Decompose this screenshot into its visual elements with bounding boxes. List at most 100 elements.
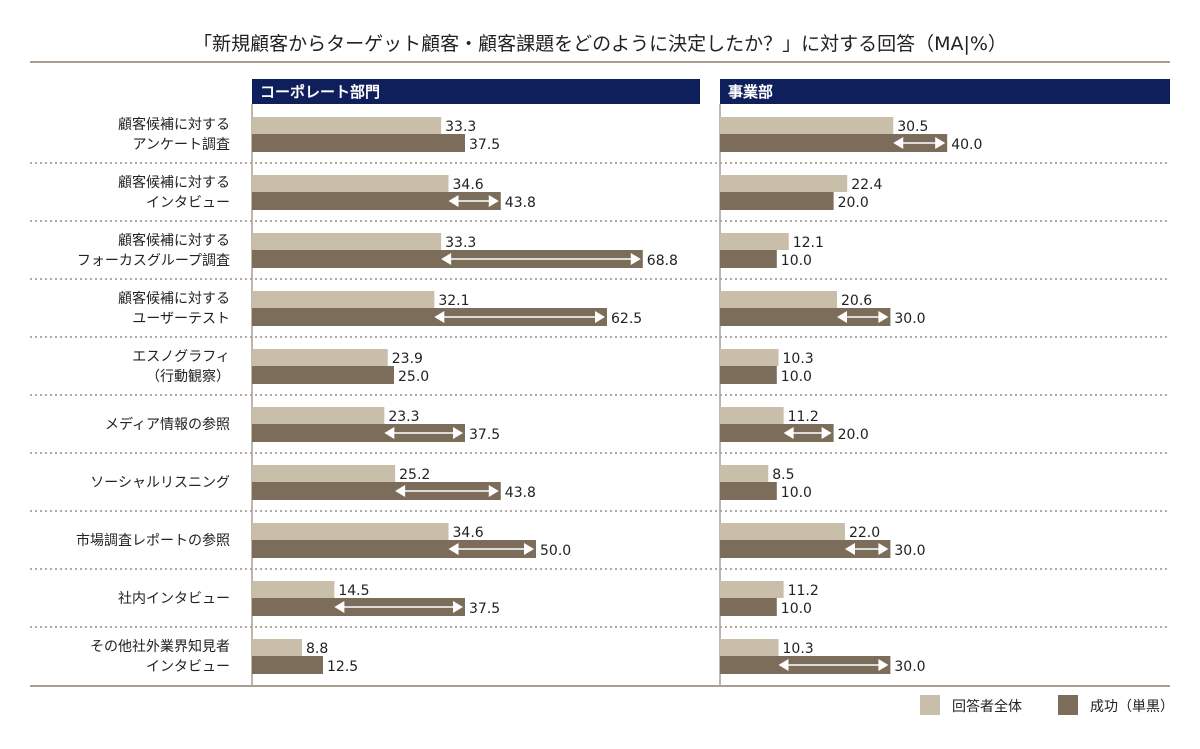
data-label-all: 23.3 — [388, 409, 419, 425]
bar-success — [252, 540, 536, 558]
chart-title: 「新規顧客からターゲット顧客・顧客課題をどのように決定したか？」に対する回答（M… — [193, 33, 1007, 55]
difference-arrow-head — [878, 543, 889, 555]
bar-all — [720, 233, 789, 250]
category-label-line: メディア情報の参照 — [105, 416, 230, 433]
bar-all — [252, 407, 385, 424]
bar-all — [252, 291, 435, 308]
difference-arrow-head — [448, 543, 459, 555]
category-label: 市場調査レポートの参照 — [76, 532, 230, 549]
bar-all — [252, 639, 302, 656]
category-label-line: フォーカスグループ調査 — [77, 253, 230, 269]
category-label: 社内インタビュー — [118, 591, 230, 607]
data-label-success: 50.0 — [540, 543, 571, 559]
legend-swatch — [920, 695, 940, 715]
bar-all — [720, 175, 848, 192]
data-label-all: 11.2 — [788, 409, 819, 425]
category-label-line: 市場調査レポートの参照 — [76, 532, 230, 549]
category-label-line: ソーシャルリスニング — [90, 475, 230, 491]
data-label-all: 34.6 — [453, 177, 484, 193]
difference-arrow-head — [334, 601, 345, 613]
data-label-success: 20.0 — [838, 195, 869, 211]
data-label-success: 10.0 — [781, 369, 812, 385]
category-label: エスノグラフィ （行動観察） — [132, 349, 230, 385]
difference-arrow-head — [524, 543, 534, 555]
difference-arrow-head — [448, 195, 459, 207]
difference-arrow-head — [453, 427, 463, 439]
data-label-all: 33.3 — [445, 235, 476, 251]
bar-all — [720, 523, 845, 540]
data-label-all: 10.3 — [783, 351, 814, 367]
difference-arrow-head — [488, 195, 499, 207]
difference-arrow-head — [878, 311, 889, 323]
difference-arrow-head — [434, 311, 445, 323]
difference-arrow-head — [878, 659, 889, 671]
difference-arrow-head — [595, 311, 605, 323]
legend-swatch — [1058, 695, 1078, 715]
data-label-all: 8.8 — [306, 641, 328, 657]
data-label-all: 32.1 — [438, 293, 469, 309]
bar-success — [720, 598, 777, 616]
data-label-success: 37.5 — [469, 427, 500, 443]
category-label-line: インタビュー — [146, 195, 230, 211]
data-label-all: 8.5 — [772, 467, 794, 483]
bar-success — [720, 424, 834, 442]
difference-arrow-head — [453, 601, 463, 613]
category-label-line: ユーザーテスト — [132, 311, 230, 327]
category-label: メディア情報の参照 — [105, 416, 230, 433]
bar-all — [252, 117, 442, 134]
category-label: 顧客候補に対するインタビュー — [118, 174, 230, 211]
bar-success — [720, 540, 891, 558]
data-label-all: 34.6 — [453, 525, 484, 541]
category-label-line: 顧客候補に対する — [118, 174, 230, 191]
bar-success — [720, 366, 777, 384]
category-label-line: その他社外業界知見者 — [90, 638, 230, 655]
bar-all — [720, 349, 779, 366]
difference-arrow-head — [778, 659, 789, 671]
data-label-success: 10.0 — [781, 485, 812, 501]
category-label: 顧客候補に対するユーザーテスト — [118, 290, 230, 327]
category-label: 顧客候補に対するアンケート調査 — [118, 116, 230, 153]
category-label-line: アンケート調査 — [133, 137, 230, 153]
bar-success — [252, 308, 607, 326]
bar-all — [720, 407, 784, 424]
data-label-all: 20.6 — [841, 293, 872, 309]
category-label-line: 顧客候補に対する — [118, 290, 230, 307]
bar-all — [252, 523, 449, 540]
bar-success — [252, 424, 465, 442]
category-label-line: 顧客候補に対する — [118, 232, 230, 249]
bar-all — [720, 465, 769, 482]
bar-all — [252, 233, 442, 250]
bar-all — [252, 175, 449, 192]
bar-all — [720, 291, 838, 308]
difference-arrow-head — [837, 311, 848, 323]
data-label-all: 23.9 — [392, 351, 423, 367]
panel-title: 事業部 — [728, 83, 773, 101]
category-label: その他社外業界知見者インタビュー — [90, 638, 230, 675]
data-label-all: 30.5 — [897, 119, 928, 135]
panel-title: コーポレート部門 — [260, 83, 380, 101]
difference-arrow-head — [935, 137, 946, 149]
difference-arrow-head — [441, 253, 452, 265]
data-label-success: 10.0 — [781, 253, 812, 269]
bar-success — [252, 134, 465, 152]
bar-success — [720, 192, 834, 210]
data-label-success: 43.8 — [505, 485, 536, 501]
bar-success — [252, 482, 501, 500]
bar-all — [252, 349, 388, 366]
data-label-success: 30.0 — [894, 659, 925, 675]
data-label-success: 37.5 — [469, 601, 500, 617]
data-label-success: 68.8 — [647, 253, 678, 269]
bar-all — [252, 465, 396, 482]
data-label-success: 43.8 — [505, 195, 536, 211]
data-label-success: 40.0 — [951, 137, 982, 153]
bar-all — [720, 581, 784, 598]
data-label-all: 22.0 — [849, 525, 880, 541]
data-label-success: 30.0 — [894, 543, 925, 559]
bar-success — [720, 134, 948, 152]
difference-arrow-head — [488, 485, 499, 497]
difference-arrow-head — [821, 427, 832, 439]
difference-arrow-head — [384, 427, 395, 439]
bar-success — [252, 656, 323, 674]
category-label: 顧客候補に対するフォーカスグループ調査 — [77, 232, 230, 269]
bar-all — [720, 117, 894, 134]
